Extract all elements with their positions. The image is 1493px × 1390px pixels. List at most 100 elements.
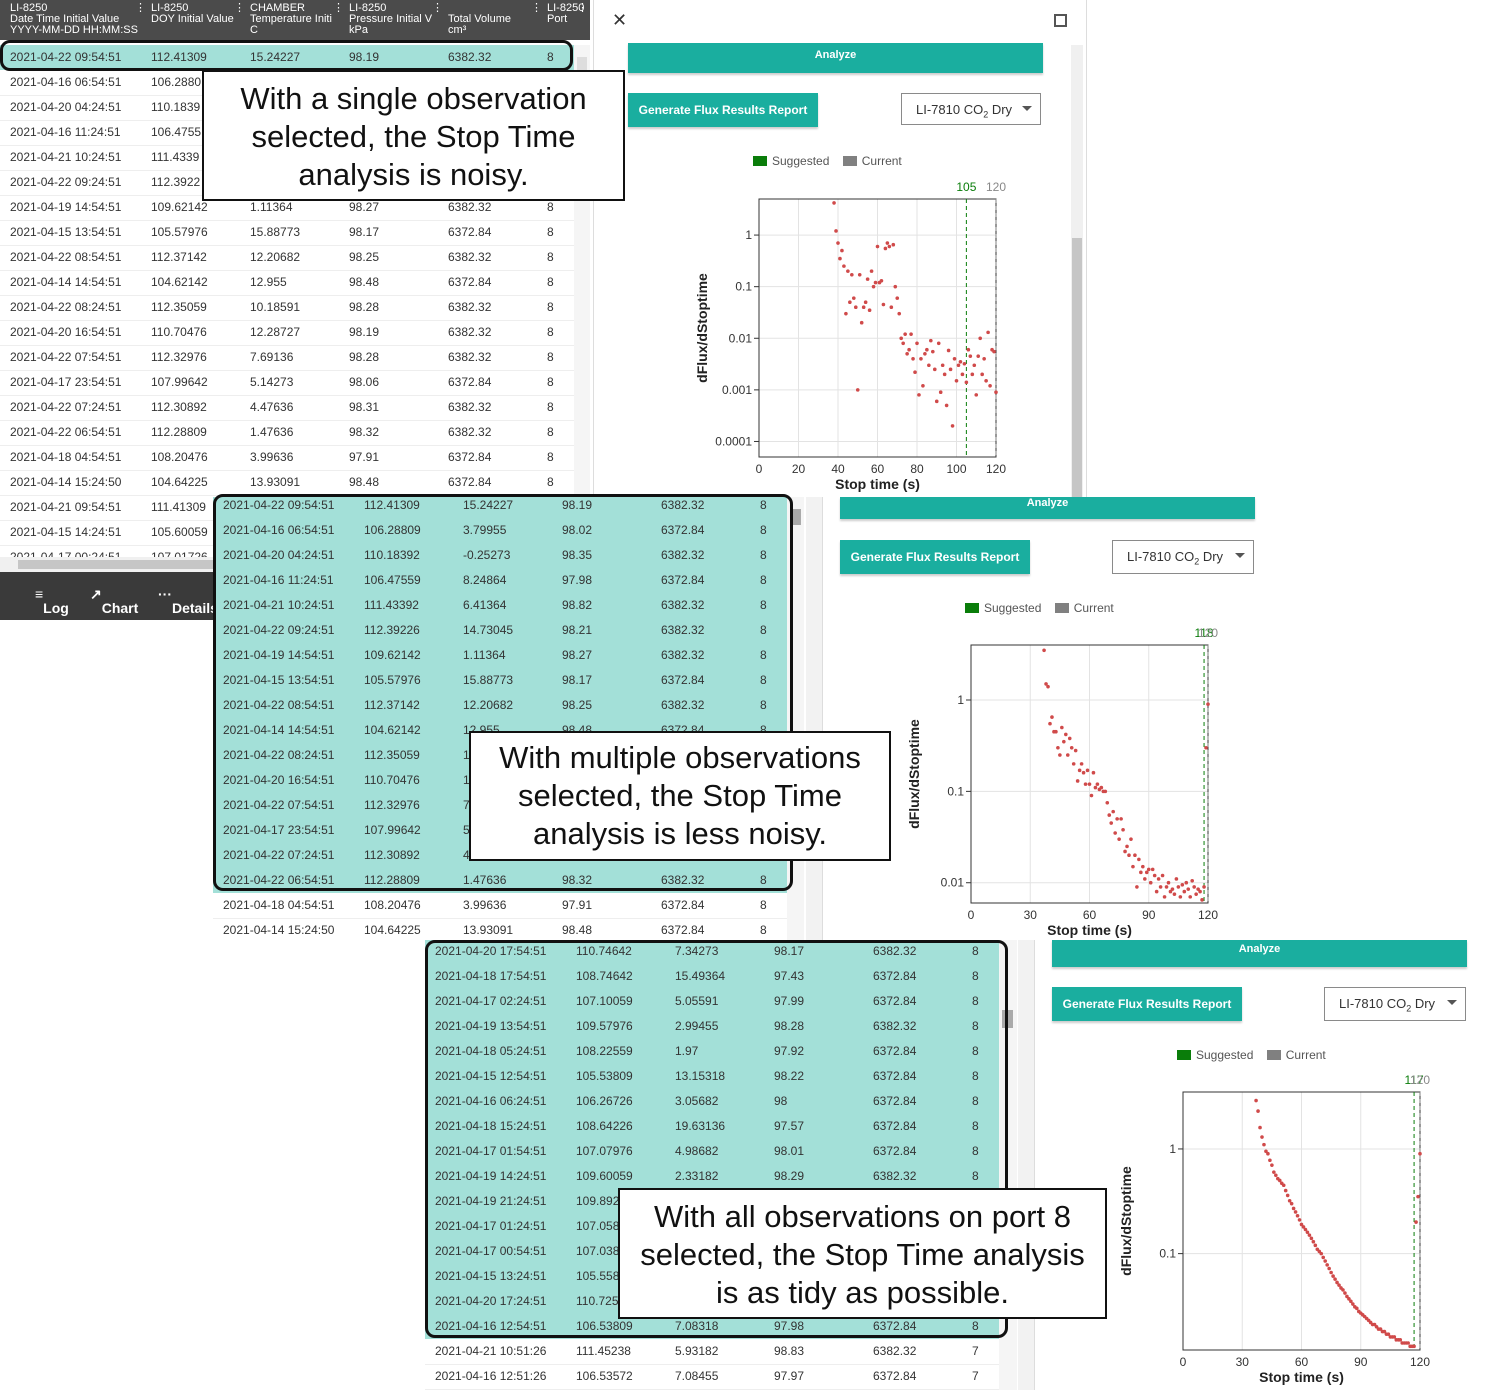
table-cell: 6372.84: [448, 475, 492, 489]
table-row[interactable]: 2021-04-18 04:54:51 108.20476 3.99636 97.91…: [0, 445, 574, 471]
table-row[interactable]: 2021-04-20 17:54:51 110.74642 7.34273 98.17…: [425, 940, 999, 964]
table-cell: 112.39226: [364, 623, 420, 637]
table-row[interactable]: 2021-04-22 06:54:51 112.28809 1.47636 98.32…: [0, 420, 574, 446]
gas-select[interactable]: LI-7810 CO2 Dry: [1324, 987, 1466, 1021]
generate-report-button[interactable]: Generate Flux Results Report: [1052, 987, 1242, 1021]
legend-current-label: Current: [1073, 601, 1114, 615]
table-row[interactable]: 2021-04-22 08:54:51 112.37142 12.20682 98.2…: [0, 245, 574, 271]
x-axis-label: Stop time (s): [1259, 1369, 1344, 1385]
table-row[interactable]: 2021-04-15 13:54:51 105.57976 15.88773 98.1…: [213, 668, 787, 693]
data-point: [1081, 770, 1086, 775]
table-cell: 6372.84: [448, 275, 492, 289]
table-row[interactable]: 2021-04-22 08:24:51 112.35059 10.18591 98.2…: [0, 295, 574, 321]
table-row[interactable]: 2021-04-22 07:24:51 112.30892 4.47636 98.31…: [0, 395, 574, 421]
data-point: [1274, 1173, 1278, 1178]
close-icon[interactable]: ✕: [612, 10, 628, 30]
table-cell: 8: [547, 275, 554, 289]
popout-icon[interactable]: [1054, 14, 1067, 27]
table-row[interactable]: 2021-04-16 06:54:51 106.28809 3.79955 98.02…: [213, 518, 787, 543]
tab-chart[interactable]: ↗ Chart: [90, 586, 139, 616]
data-point: [1285, 1193, 1290, 1198]
table-row[interactable]: 2021-04-20 16:54:51 110.70476 12.28727 98.1…: [0, 320, 574, 346]
table-row[interactable]: 2021-04-22 09:54:51 112.41309 15.24227 98.1…: [0, 45, 574, 70]
table-cell: 8: [972, 1319, 979, 1333]
table-row[interactable]: 2021-04-18 15:24:51 108.64226 19.63136 97.5…: [425, 1114, 999, 1139]
column-header-line: LI-8250: [349, 3, 387, 14]
data-point: [940, 363, 945, 368]
data-point: [964, 380, 969, 385]
column-menu-icon[interactable]: ⋮: [333, 3, 344, 14]
table-cell: 8: [972, 994, 979, 1008]
grid-scrollbar-thumb[interactable]: [790, 509, 801, 525]
table-row[interactable]: 2021-04-14 15:24:50 104.64225 13.93091 98.4…: [0, 470, 574, 496]
table-row[interactable]: 2021-04-17 01:54:51 107.07976 4.98682 98.01…: [425, 1139, 999, 1164]
table-cell: 98.27: [562, 648, 593, 662]
table-row[interactable]: 2021-04-15 13:54:51 105.57976 15.88773 98.1…: [0, 220, 574, 246]
analyze-button[interactable]: Analyze: [840, 497, 1255, 519]
table-row[interactable]: 2021-04-22 09:24:51 112.39226 14.73045 98.2…: [213, 618, 787, 643]
data-point: [1046, 684, 1050, 689]
table-row[interactable]: 2021-04-18 05:24:51 108.22559 1.97 97.92 637…: [425, 1039, 999, 1064]
gas-select[interactable]: LI-7810 CO2 Dry: [901, 93, 1041, 125]
table-row[interactable]: 2021-04-16 06:24:51 106.26726 3.05682 98 637…: [425, 1089, 999, 1114]
table-row[interactable]: 2021-04-22 09:54:51 112.41309 15.24227 98.1…: [213, 497, 787, 518]
table-row[interactable]: 2021-04-14 14:54:51 104.62142 12.955 98.48 6…: [0, 270, 574, 296]
table-cell: 98.48: [349, 275, 380, 289]
callout-line: selected, the Stop Time: [518, 778, 842, 813]
table-row[interactable]: 2021-04-18 04:54:51 108.20476 3.99636 97.91…: [213, 893, 787, 919]
table-row[interactable]: 2021-04-19 14:54:51 109.62142 1.11364 98.27…: [213, 643, 787, 668]
column-menu-icon[interactable]: ⋮: [135, 3, 146, 14]
column-menu-icon[interactable]: ⋮: [531, 3, 542, 14]
flux-panel-1: ✕ Analyze Generate Flux Results Report L…: [593, 0, 1087, 500]
data-point: [1075, 779, 1080, 783]
table-row[interactable]: 2021-04-19 13:54:51 109.57976 2.99455 98.28…: [425, 1014, 999, 1039]
table-cell: 104.62142: [151, 275, 208, 289]
table-row[interactable]: 2021-04-17 02:24:51 107.10059 5.05591 97.99…: [425, 989, 999, 1014]
table-row[interactable]: 2021-04-18 17:54:51 108.74642 15.49364 97.4…: [425, 964, 999, 989]
column-header[interactable]: Total Volume cm³ ⋮: [448, 3, 544, 36]
table-row[interactable]: 2021-04-19 14:24:51 109.60059 2.33182 98.29…: [425, 1164, 999, 1189]
table-cell: 8: [547, 250, 554, 264]
panel-scrollbar-thumb[interactable]: [1072, 238, 1082, 500]
table-row[interactable]: 2021-04-16 12:51:26 106.53572 7.08455 97.97…: [425, 1364, 999, 1390]
column-menu-icon[interactable]: ⋮: [432, 3, 443, 14]
generate-report-button[interactable]: Generate Flux Results Report: [840, 540, 1030, 574]
table-row[interactable]: 2021-04-19 14:54:51 109.62142 1.11364 98.27…: [0, 195, 574, 221]
table-row[interactable]: 2021-04-17 23:54:51 107.99642 5.14273 98.06…: [0, 370, 574, 396]
table-row[interactable]: 2021-04-21 10:51:26 111.45238 5.93182 98.83…: [425, 1339, 999, 1365]
table-row[interactable]: 2021-04-20 04:24:51 110.18392 -0.25273 98.3…: [213, 543, 787, 568]
table-cell: 6382.32: [448, 250, 492, 264]
data-point: [1337, 1283, 1341, 1287]
table-row[interactable]: 2021-04-22 08:54:51 112.37142 12.20682 98.2…: [213, 693, 787, 718]
table-cell: 8: [547, 425, 554, 439]
table-row[interactable]: 2021-04-14 15:24:50 104.64225 13.93091 98.4…: [213, 918, 787, 942]
table-cell: 98.17: [774, 944, 805, 958]
column-header[interactable]: LI-8250 Port ⋮: [547, 3, 590, 36]
generate-report-button[interactable]: Generate Flux Results Report: [628, 93, 818, 127]
analyze-button[interactable]: Analyze: [1052, 940, 1467, 967]
analyze-button[interactable]: Analyze: [628, 43, 1043, 73]
column-menu-icon[interactable]: ⋮: [234, 3, 245, 14]
panel-scrollbar[interactable]: [1071, 45, 1083, 500]
data-point: [1058, 753, 1062, 757]
table-cell: 6382.32: [448, 325, 492, 339]
table-cell: 2021-04-22 09:24:51: [223, 623, 335, 637]
table-row[interactable]: 2021-04-21 10:24:51 111.43392 6.41364 98.82…: [213, 593, 787, 618]
column-header[interactable]: LI-8250 Date Time Initial Value YYYY-MM-DD…: [10, 3, 148, 36]
tab-details[interactable]: ··· Details: [158, 586, 218, 616]
current-swatch: [842, 156, 857, 166]
table-row[interactable]: 2021-04-15 12:54:51 105.53809 13.15318 98.2…: [425, 1064, 999, 1089]
data-point: [1194, 892, 1198, 896]
table-cell: 12.20682: [250, 250, 301, 264]
column-header[interactable]: LI-8250 DOY Initial Value ⋮: [151, 3, 247, 36]
column-header[interactable]: CHAMBER Temperature Initi C ⋮: [250, 3, 346, 36]
table-cell: 2021-04-18 17:54:51: [435, 969, 547, 983]
table-row[interactable]: 2021-04-16 11:24:51 106.47559 8.24864 97.98…: [213, 568, 787, 593]
gas-select[interactable]: LI-7810 CO2 Dry: [1112, 540, 1254, 574]
table-row[interactable]: 2021-04-22 07:54:51 112.32976 7.69136 98.28…: [0, 345, 574, 371]
tab-log[interactable]: ≡ Log: [35, 586, 69, 616]
table-cell: 1: [463, 773, 470, 787]
column-menu-icon[interactable]: ⋮: [577, 3, 588, 14]
table-cell: 2021-04-22 08:54:51: [10, 250, 122, 264]
